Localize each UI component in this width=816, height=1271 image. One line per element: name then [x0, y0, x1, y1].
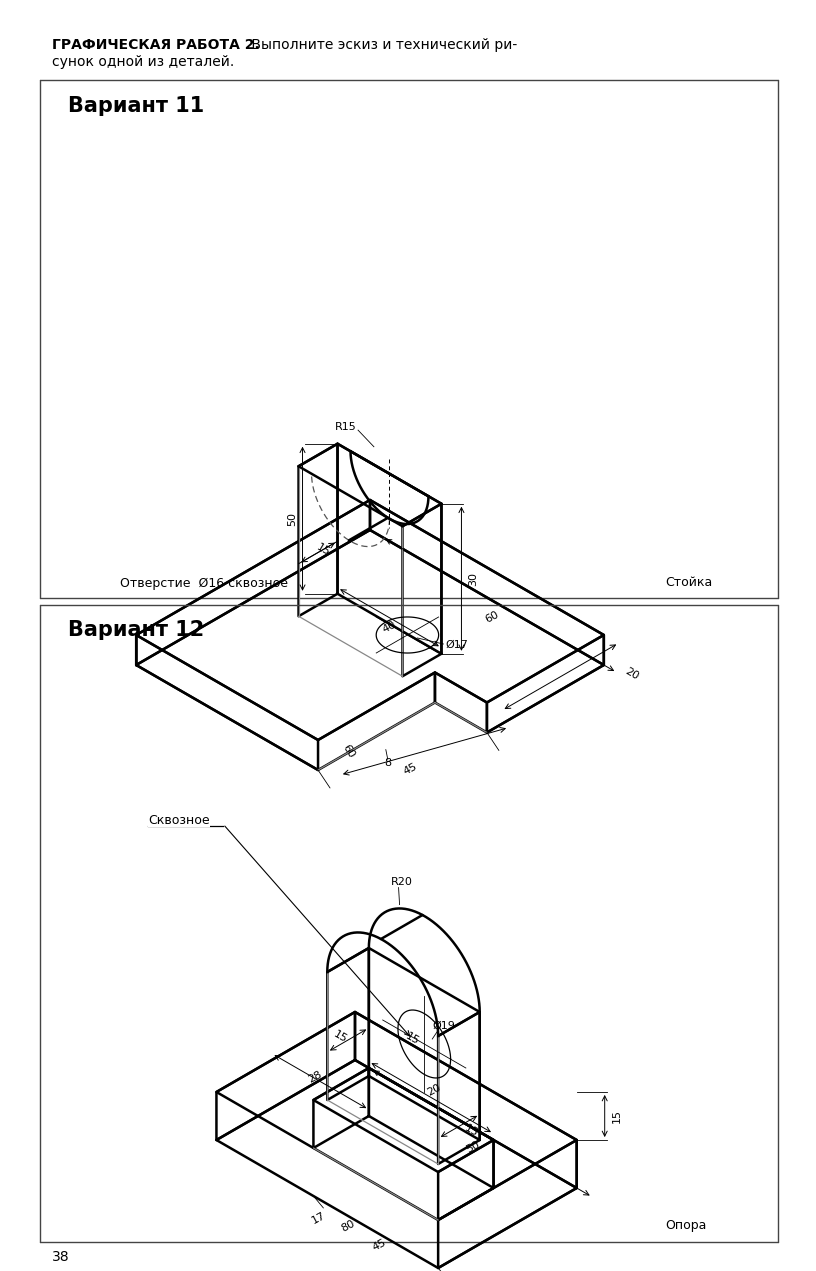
Text: Ø19: Ø19	[432, 1021, 455, 1031]
Text: Опора: Опора	[665, 1219, 707, 1232]
Text: 50: 50	[465, 1139, 482, 1154]
Text: 80: 80	[339, 1219, 357, 1234]
Text: 8: 8	[384, 759, 392, 769]
Text: 15: 15	[404, 1031, 421, 1047]
Text: Сквозное: Сквозное	[148, 813, 210, 826]
Text: 45: 45	[402, 761, 419, 777]
Text: Вариант 11: Вариант 11	[68, 97, 204, 116]
Text: ГРАФИЧЕСКАЯ РАБОТА 2.: ГРАФИЧЕСКАЯ РАБОТА 2.	[52, 38, 259, 52]
Text: 60: 60	[483, 609, 500, 625]
Text: Отверстие  Ø16 сквозное: Отверстие Ø16 сквозное	[120, 577, 288, 590]
Text: 15: 15	[331, 1030, 348, 1045]
Text: сунок одной из деталей.: сунок одной из деталей.	[52, 55, 234, 69]
Text: 15: 15	[463, 1124, 480, 1139]
Text: R15: R15	[335, 422, 357, 432]
Text: Стойка: Стойка	[665, 577, 712, 590]
Text: Выполните эскиз и технический ри-: Выполните эскиз и технический ри-	[247, 38, 517, 52]
Text: R20: R20	[391, 877, 413, 887]
Text: 50: 50	[287, 512, 298, 526]
Text: 60: 60	[340, 742, 356, 760]
Text: 15: 15	[314, 541, 331, 557]
Text: 15: 15	[612, 1110, 622, 1124]
Text: 40: 40	[381, 619, 398, 634]
Text: 38: 38	[52, 1249, 69, 1263]
Text: 30: 30	[468, 572, 478, 586]
Text: Ø17: Ø17	[446, 641, 468, 649]
Text: 20: 20	[426, 1082, 443, 1097]
Text: 45: 45	[370, 1237, 388, 1253]
Text: 20: 20	[623, 666, 641, 681]
Text: Вариант 12: Вариант 12	[68, 620, 204, 641]
Text: 28: 28	[307, 1069, 324, 1084]
Text: 17: 17	[310, 1211, 327, 1227]
